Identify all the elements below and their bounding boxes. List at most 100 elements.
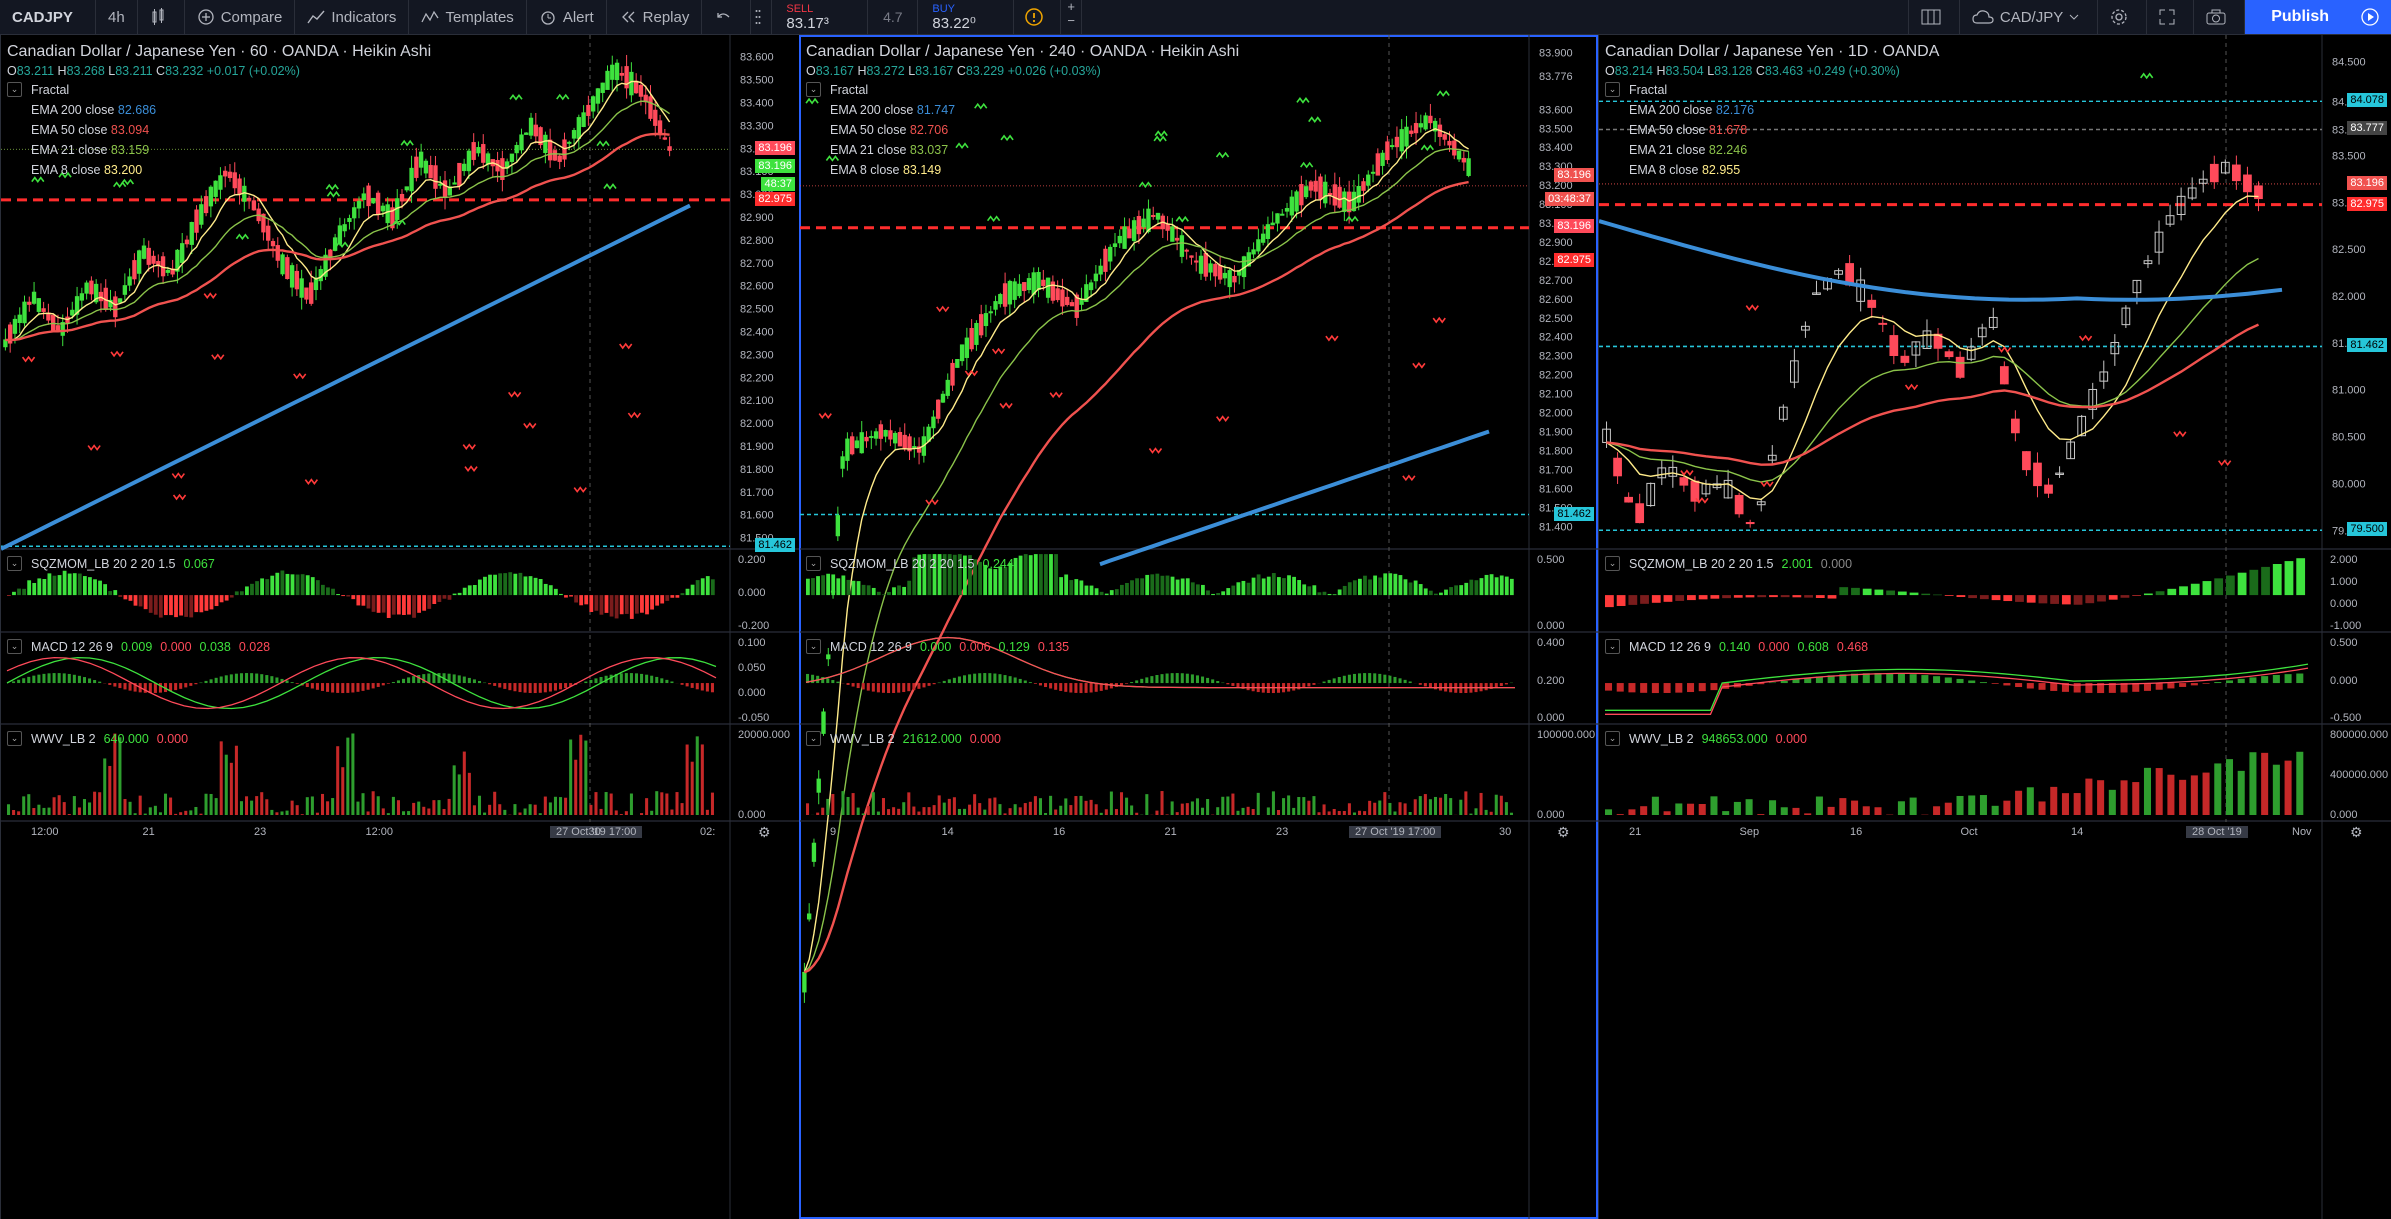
interval-button[interactable]: 4h [96,0,138,34]
wwv-bar [1256,792,1260,815]
axis-settings-gear-icon[interactable]: ⚙ [1557,824,1570,840]
layout-button[interactable] [1907,0,1960,34]
wwv-bar [260,792,264,815]
candle-body [31,291,37,304]
candle-body [137,250,142,274]
candle-body [442,180,448,199]
wwv-bar [7,804,11,815]
wwv-bar [700,744,704,815]
chart-pane-240m[interactable]: 83.90083.77683.60083.50083.40083.30083.2… [799,35,1598,1219]
macd-histogram-bar [1815,676,1823,684]
sqz-bar [1271,573,1276,596]
sqz-bar [82,576,87,596]
ohlc-key: O [7,64,17,78]
alert-button[interactable]: Alert [527,0,607,34]
candle-body [993,301,998,310]
sqz-bar [851,580,856,596]
axis-settings-gear-icon[interactable]: ⚙ [758,824,771,840]
sqz-bar [1256,574,1261,596]
chevron-down-icon[interactable]: ⌄ [1605,731,1620,746]
buy-button[interactable]: BUY 83.22⁰ [918,0,1015,34]
macd-histogram-bar [82,677,87,684]
sqz-bar [1266,576,1271,596]
sqz-bar [538,579,543,596]
sqz-bar [488,574,492,596]
price-tick-label: 81.600 [740,510,774,522]
chevron-down-icon[interactable]: ⌄ [7,556,22,571]
chevron-down-icon[interactable]: ⌄ [806,731,821,746]
chart-canvas[interactable]: 83.90083.77683.60083.50083.40083.30083.2… [800,35,1598,1219]
chart-type-button[interactable] [138,0,185,34]
chevron-down-icon[interactable]: ⌄ [1605,556,1620,571]
symbol-search[interactable]: CADJPY [0,0,96,34]
macd-legend-label: MACD 12 26 9 [31,639,113,654]
wwv-bar [57,795,61,815]
sqz-bar [1616,595,1626,606]
macd-histogram-bar [1804,677,1812,684]
undo-button[interactable] [702,0,752,34]
fullscreen-button[interactable] [2147,0,2195,34]
sqz-bar [163,595,168,616]
snapshot-button[interactable] [2194,0,2246,34]
fractal-study-row[interactable]: ⌄ Fractal [7,82,431,97]
candle-body [409,167,414,192]
chevron-down-icon[interactable]: ⌄ [1605,82,1620,97]
order-info-button[interactable] [1014,0,1062,34]
chevron-down-icon[interactable]: ⌄ [7,731,22,746]
wwv-bar [199,813,203,815]
sqz-bar [2108,595,2118,600]
wwv-bar [239,801,243,815]
macd-histogram-bar [98,681,102,684]
wwv-bar [250,800,254,815]
minus-icon[interactable]: − [1067,13,1075,28]
macd-histogram-bar [320,683,325,691]
macd-legend-value: 0.009 [120,639,153,654]
drag-handle[interactable] [751,0,773,34]
templates-button[interactable]: Templates [409,0,527,34]
fractal-marker [509,93,523,101]
candle-body [199,204,204,225]
settings-button[interactable] [2098,0,2148,34]
compare-button[interactable]: Compare [185,0,296,34]
sell-button[interactable]: SELL 83.17³ [772,0,869,34]
candle-body [175,249,180,272]
fractal-study-row[interactable]: ⌄ Fractal [806,82,1239,97]
wwv-bar [2237,770,2245,815]
sqz-bar [826,573,831,596]
chart-canvas[interactable]: 83.60083.50083.40083.30083.20083.10083.0… [1,35,799,1219]
replay-button[interactable]: Replay [607,0,703,34]
zoom-buttons[interactable]: + − [1061,0,1082,34]
ohlc-h-value: 83.504 [1665,64,1704,78]
macd-histogram-bar [93,680,97,684]
wwv-bar [67,814,71,815]
chevron-down-icon[interactable]: ⌄ [806,556,821,571]
sqz-bar [346,595,351,597]
play-button[interactable] [2355,0,2391,34]
axis-settings-gear-icon[interactable]: ⚙ [2350,824,2363,840]
macd-histogram-bar [665,679,669,684]
chevron-down-icon[interactable]: ⌄ [7,639,22,654]
chevron-down-icon[interactable]: ⌄ [806,639,821,654]
candle-body [1050,281,1056,301]
chevron-down-icon[interactable]: ⌄ [1605,639,1620,654]
price-tick-label: 82.100 [740,395,774,407]
fractal-study-row[interactable]: ⌄ Fractal [1605,82,1939,97]
fractal-marker [120,178,135,186]
sqz-bar [128,595,133,601]
chart-pane-60m[interactable]: 83.60083.50083.40083.30083.20083.10083.0… [0,35,799,1219]
cloud-save-button[interactable]: CAD/JPY [1960,0,2099,34]
chart-pane-1d[interactable]: 84.50084.07883.77783.50083.00082.50082.0… [1598,35,2391,1219]
chart-canvas[interactable]: 84.50084.07883.77783.50083.00082.50082.0… [1599,35,2391,1219]
chevron-down-icon[interactable]: ⌄ [7,82,22,97]
sqz-bar [629,595,634,619]
plus-icon[interactable]: + [1067,0,1075,14]
candle-body [117,298,123,303]
indicators-button[interactable]: Indicators [295,0,410,34]
publish-button[interactable]: Publish [2245,0,2355,34]
macd-histogram-bar [645,674,649,684]
wwv-bar [326,801,330,815]
time-tick-label: 23 [254,826,267,838]
chevron-down-icon[interactable]: ⌄ [806,82,821,97]
wwv-bar [493,791,497,815]
wwv-bar [670,809,674,815]
